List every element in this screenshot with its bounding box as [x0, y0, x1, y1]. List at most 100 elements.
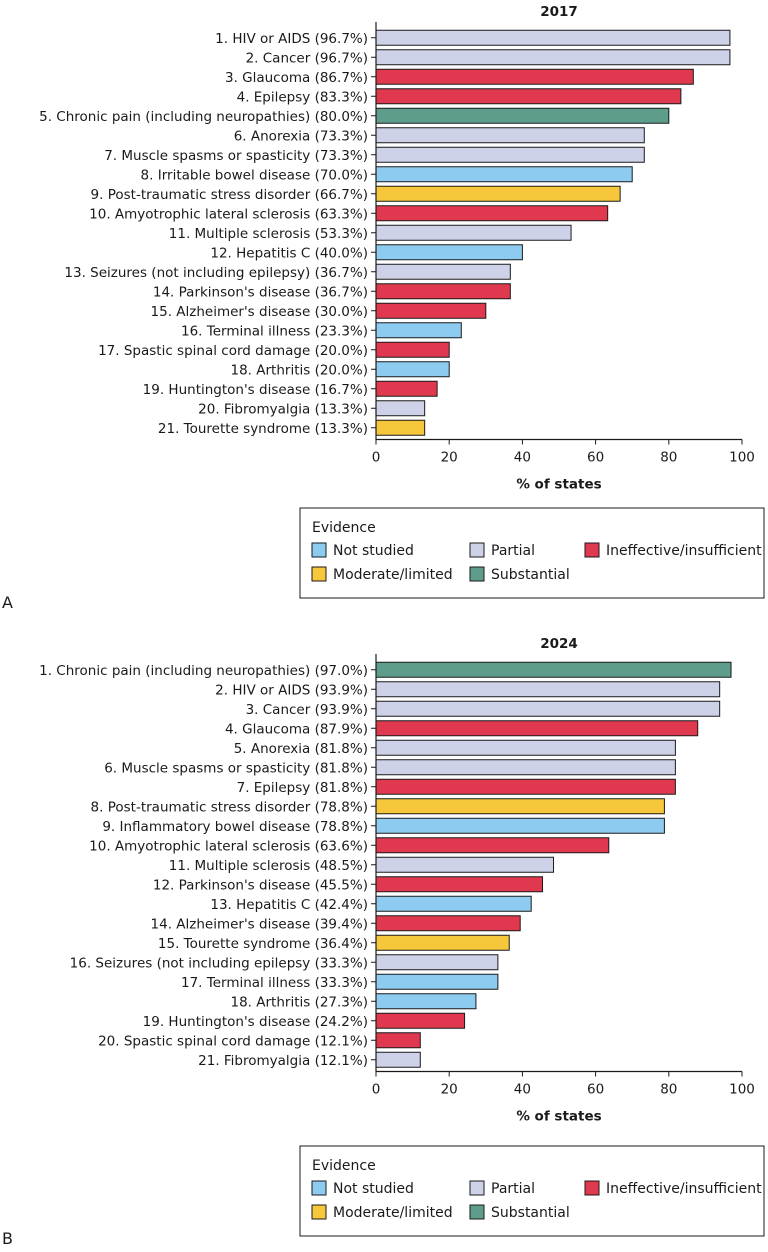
category-label: 18. Arthritis (20.0%) [231, 362, 369, 378]
category-label: 17. Terminal illness (33.3%) [181, 975, 368, 991]
bar-3 [375, 700, 721, 717]
category-label: 4. Glaucoma (87.9%) [225, 721, 368, 737]
category-label: 16. Terminal illness (23.3%) [181, 323, 368, 339]
category-label: 15. Tourette syndrome (36.4%) [158, 936, 368, 952]
category-label: 19. Huntington's disease (24.2%) [143, 1014, 368, 1030]
bar-10 [375, 837, 610, 854]
x-axis-label: % of states [516, 1109, 601, 1125]
x-tick-label: 40 [514, 450, 531, 466]
bar-16 [375, 322, 462, 339]
legend-box [299, 1145, 765, 1237]
category-label: 18. Arthritis (27.3%) [231, 994, 369, 1010]
category-label: 9. Inflammatory bowel disease (78.8%) [102, 819, 368, 835]
legend-label: Ineffective/insufficient [606, 543, 762, 559]
legend-box [299, 507, 765, 599]
category-label: 15. Alzheimer's disease (30.0%) [151, 304, 368, 320]
bar-11 [375, 856, 555, 873]
bar-4 [375, 720, 699, 737]
bar-1 [375, 661, 732, 678]
bar-17 [375, 973, 499, 990]
bar-16 [375, 954, 499, 971]
bar-13 [375, 263, 511, 280]
legend-swatch-partial [469, 542, 485, 558]
bar-8 [375, 798, 665, 815]
chart-title: 2017 [540, 4, 578, 20]
bar-20 [375, 1032, 421, 1049]
x-tick-label: 40 [514, 1082, 531, 1098]
legend-label: Substantial [491, 1205, 570, 1221]
category-label: 3. Cancer (93.9%) [246, 702, 368, 718]
category-label: 20. Spastic spinal cord damage (12.1%) [98, 1033, 368, 1049]
chart-title: 2024 [540, 636, 578, 652]
bar-4 [375, 88, 682, 105]
category-label: 17. Spastic spinal cord damage (20.0%) [98, 343, 368, 359]
category-label: 8. Irritable bowel disease (70.0%) [141, 167, 368, 183]
category-label: 21. Tourette syndrome (13.3%) [158, 421, 368, 437]
legend-label: Not studied [333, 543, 414, 559]
legend-label: Moderate/limited [333, 1205, 453, 1221]
category-label: 6. Muscle spasms or spasticity (81.8%) [104, 760, 368, 776]
bar-14 [375, 283, 511, 300]
x-axis-label: % of states [516, 477, 601, 493]
x-tick-label: 20 [441, 450, 458, 466]
bar-1 [375, 29, 731, 46]
bar-15 [375, 302, 487, 319]
category-label: 5. Anorexia (81.8%) [234, 741, 368, 757]
bar-18 [375, 361, 450, 378]
bar-8 [375, 166, 633, 183]
legend: Evidence Not studied Partial Ineffective/in… [299, 507, 765, 599]
x-tick-label: 80 [660, 1082, 677, 1098]
category-label: 7. Epilepsy (81.8%) [237, 780, 368, 796]
panel-label: B [2, 1229, 13, 1248]
bar-7 [375, 146, 645, 163]
legend-swatch-not-studied [311, 1180, 327, 1196]
legend-label: Ineffective/insufficient [606, 1181, 762, 1197]
bar-6 [375, 127, 645, 144]
bar-5 [375, 739, 676, 756]
category-label: 16. Seizures (not including epilepsy (33… [70, 955, 368, 971]
category-label: 21. Fibromyalgia (12.1%) [198, 1053, 368, 1069]
bar-19 [375, 380, 438, 397]
chart-panel-2024: 2024 1. Chronic pain (including neuropath… [2, 636, 765, 1248]
legend-swatch-moderate [311, 566, 327, 582]
legend-swatch-moderate [311, 1204, 327, 1220]
legend-label: Substantial [491, 567, 570, 583]
category-label: 3. Glaucoma (86.7%) [225, 70, 368, 86]
category-label: 8. Post-traumatic stress disorder (78.8%… [91, 799, 368, 815]
legend-label: Partial [491, 1181, 535, 1197]
legend: Evidence Not studied Partial Ineffective/in… [299, 1145, 765, 1237]
category-label: 1. Chronic pain (including neuropathies)… [39, 663, 368, 679]
category-label: 13. Hepatitis C (42.4%) [210, 897, 368, 913]
category-label: 14. Alzheimer's disease (39.4%) [151, 916, 368, 932]
bar-11 [375, 224, 572, 241]
legend-swatch-not-studied [311, 542, 327, 558]
legend-swatch-substantial [469, 566, 485, 582]
category-label: 5. Chronic pain (including neuropathies)… [39, 109, 368, 125]
category-label: 7. Muscle spasms or spasticity (73.3%) [104, 148, 368, 164]
category-label: 12. Parkinson's disease (45.5%) [153, 877, 368, 893]
category-label: 14. Parkinson's disease (36.7%) [153, 284, 368, 300]
x-tick-label: 100 [729, 450, 755, 466]
bar-12 [375, 876, 544, 893]
bar-15 [375, 934, 510, 951]
bar-13 [375, 895, 532, 912]
x-tick-label: 20 [441, 1082, 458, 1098]
category-label: 2. Cancer (96.7%) [246, 50, 368, 66]
bar-9 [375, 185, 621, 202]
bar-21 [375, 419, 426, 436]
legend-swatch-ineffective [584, 1180, 600, 1196]
x-tick-label: 80 [660, 450, 677, 466]
bar-20 [375, 400, 426, 417]
panel-label: A [2, 593, 13, 612]
bar-19 [375, 1012, 466, 1029]
legend-swatch-ineffective [584, 542, 600, 558]
bar-7 [375, 778, 676, 795]
category-label: 11. Multiple sclerosis (53.3%) [169, 226, 368, 242]
bar-17 [375, 341, 450, 358]
bar-2 [375, 681, 721, 698]
category-label: 11. Multiple sclerosis (48.5%) [169, 858, 368, 874]
bar-14 [375, 915, 521, 932]
category-label: 4. Epilepsy (83.3%) [237, 89, 368, 105]
category-label: 13. Seizures (not including epilepsy) (3… [64, 265, 368, 281]
